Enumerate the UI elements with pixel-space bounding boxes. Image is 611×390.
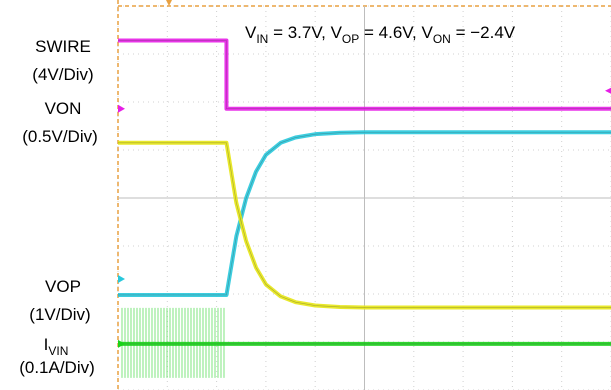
trace-vop	[118, 140, 611, 310]
channel-label-ivin: IVIN	[44, 335, 69, 358]
grid	[117, 0, 611, 390]
channel-scale-von: (0.5V/Div)	[22, 127, 98, 146]
trace-edge-von	[118, 131, 611, 296]
channel-markers	[118, 87, 611, 348]
channel-marker	[118, 339, 125, 348]
trace-edge-swire	[118, 40, 611, 110]
trace-von	[118, 130, 611, 297]
channel-label-vop: VOP	[45, 277, 81, 296]
trace-edge-vop	[118, 142, 611, 308]
channel-label-von: VON	[45, 99, 82, 118]
channel-marker	[118, 104, 125, 113]
trace-swire	[118, 38, 611, 111]
trigger-marker	[166, 0, 172, 6]
swire-right-marker	[605, 87, 611, 94]
channel-scale-vop: (1V/Div)	[29, 305, 90, 324]
traces	[118, 38, 611, 378]
channel-scale-swire: (4V/Div)	[32, 65, 93, 84]
channel-marker	[118, 274, 125, 283]
channel-label-swire: SWIRE	[35, 37, 91, 56]
channel-scale-ivin: (0.1A/Div)	[19, 358, 95, 377]
conditions-annotation: VIN = 3.7V, VOP = 4.6V, VON = −2.4V	[245, 23, 516, 46]
